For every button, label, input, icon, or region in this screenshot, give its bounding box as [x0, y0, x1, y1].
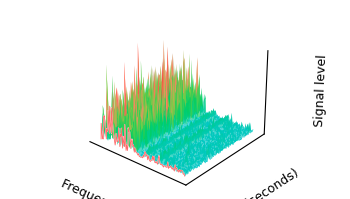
- Y-axis label: Time (seconds): Time (seconds): [214, 166, 302, 199]
- X-axis label: Frequency (MHz): Frequency (MHz): [59, 178, 160, 199]
